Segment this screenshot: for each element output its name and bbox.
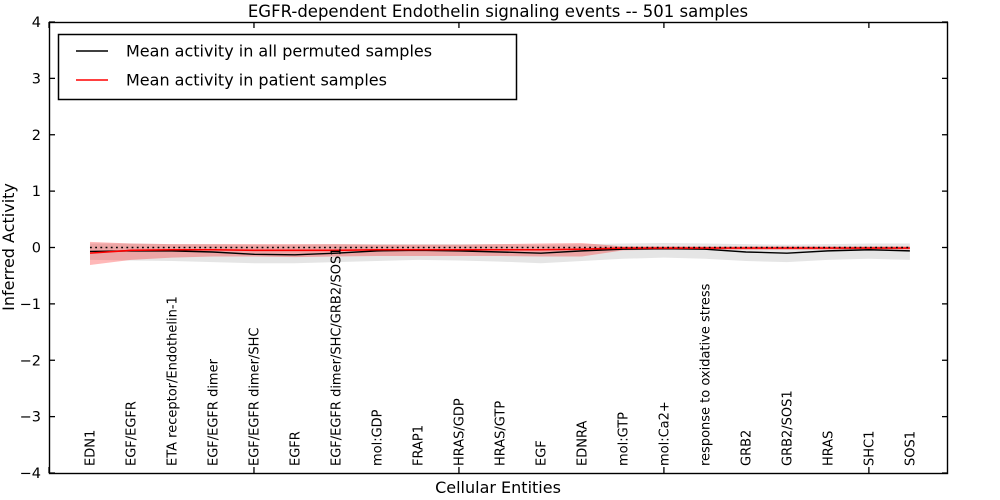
entity-label: FRAP1 — [411, 425, 426, 466]
y-tick-label: −1 — [20, 297, 41, 313]
entity-label: SHC1 — [862, 431, 877, 466]
entity-label: response to oxidative stress — [698, 283, 713, 466]
entity-label: EDNRA — [575, 421, 590, 466]
legend-label-patient: Mean activity in patient samples — [126, 71, 387, 90]
entity-label: EGF/EGFR dimer/SHC/GRB2/SOS1 — [329, 248, 344, 467]
entity-label: EGF/EGFR dimer — [206, 358, 221, 466]
entity-label: EGFR — [288, 431, 303, 466]
y-tick-label: 4 — [32, 15, 41, 31]
entity-label: HRAS/GTP — [493, 401, 508, 466]
entity-label: EGF/EGFR — [124, 401, 139, 466]
entity-label: mol:GTP — [616, 412, 631, 466]
chart-title: EGFR-dependent Endothelin signaling even… — [248, 2, 748, 21]
y-tick-label: 0 — [32, 241, 41, 257]
entity-label: GRB2/SOS1 — [780, 390, 795, 466]
series-line-Mean activity in all permuted samples — [89, 247, 910, 256]
legend-frame — [57, 33, 518, 101]
y-tick-label: 1 — [32, 184, 41, 200]
y-tick-label: 2 — [32, 128, 41, 144]
entity-label: EDN1 — [83, 430, 98, 466]
series-line-Mean activity in patient samples — [89, 247, 910, 254]
entity-label: mol:GDP — [370, 409, 385, 466]
entity-label: ETA receptor/Endothelin-1 — [165, 296, 180, 466]
plot-layer: −4 −3 −2 −1 0 1 2 3 4 EDN1 EGF/EGFR ETA receptor/En… — [20, 15, 948, 482]
y-tick-label: −2 — [20, 353, 41, 369]
entity-label: EGF/EGFR dimer/SHC — [247, 328, 262, 466]
y-axis-label: Inferred Activity — [0, 183, 18, 311]
legend-item-permuted: Mean activity in all permuted samples — [76, 42, 432, 61]
entity-label: EGF — [534, 440, 549, 466]
legend-box: Mean activity in all permuted samples Me… — [57, 33, 518, 101]
legend-label-permuted: Mean activity in all permuted samples — [126, 42, 432, 61]
entity-label: HRAS/GDP — [452, 398, 467, 466]
y-tick-label: −4 — [20, 466, 41, 482]
y-tick-label: 3 — [32, 71, 41, 87]
plot-frame — [48, 21, 949, 475]
entity-label: HRAS — [821, 431, 836, 466]
legend-item-patient: Mean activity in patient samples — [76, 71, 387, 90]
x-axis-label: Cellular Entities — [435, 478, 561, 497]
entity-label: GRB2 — [739, 430, 754, 466]
entity-label: SOS1 — [903, 431, 918, 466]
y-tick-label: −3 — [20, 410, 41, 426]
entity-label: mol:Ca2+ — [657, 401, 672, 466]
